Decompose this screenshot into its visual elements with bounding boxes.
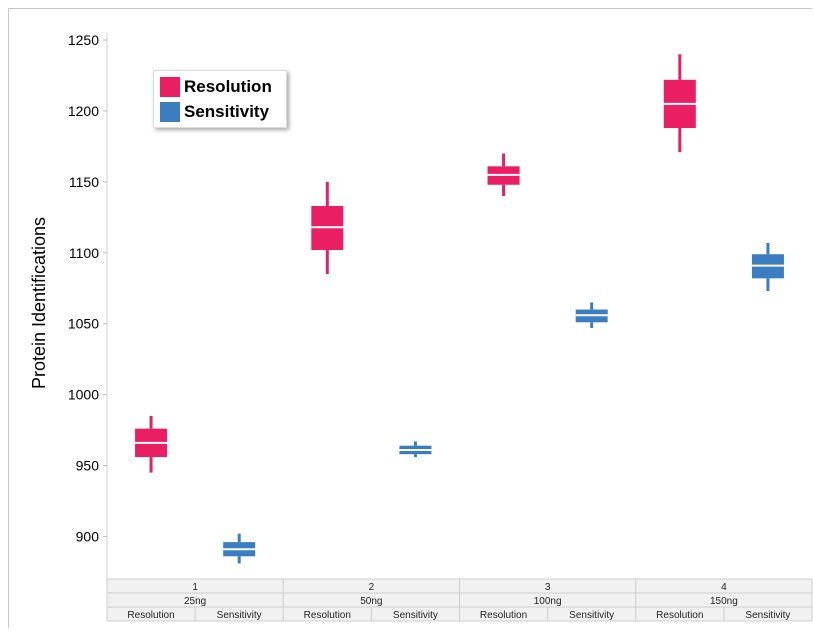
y-tick-label: 1000 bbox=[68, 387, 99, 403]
box-resolution-1 bbox=[135, 415, 168, 473]
x-group-index: 3 bbox=[545, 582, 551, 593]
plot-marks bbox=[135, 54, 784, 564]
legend-label-sensitivity: Sensitivity bbox=[184, 102, 270, 121]
box-sensitivity-2 bbox=[399, 441, 432, 458]
x-series-label: Sensitivity bbox=[217, 610, 262, 621]
y-tick-label: 1150 bbox=[69, 174, 99, 190]
y-tick-label: 1200 bbox=[68, 103, 99, 119]
x-group-index: 4 bbox=[721, 582, 727, 593]
x-series-label: Sensitivity bbox=[569, 610, 614, 621]
x-series-label: Resolution bbox=[304, 610, 351, 621]
box-resolution-3 bbox=[487, 153, 520, 197]
y-tick-label: 950 bbox=[76, 458, 100, 474]
box-sensitivity-3 bbox=[575, 302, 608, 328]
box-resolution-2 bbox=[311, 181, 344, 275]
y-tick-label: 1050 bbox=[68, 316, 99, 332]
x-group-index: 2 bbox=[369, 582, 375, 593]
x-group-amount: 50ng bbox=[360, 596, 382, 607]
chart-frame bbox=[8, 8, 812, 628]
y-axis: 900 950 1000 1050 1100 1150 1200 1250 bbox=[68, 32, 108, 579]
legend-swatch-sensitivity bbox=[160, 102, 180, 122]
legend-label-resolution: Resolution bbox=[184, 77, 272, 96]
x-group-amount: 100ng bbox=[534, 596, 562, 607]
legend-item-resolution: Resolution bbox=[160, 75, 272, 99]
legend-item-sensitivity: Sensitivity bbox=[160, 100, 269, 124]
y-tick-label: 900 bbox=[76, 528, 100, 544]
x-group-amount: 25ng bbox=[184, 596, 206, 607]
x-series-label: Sensitivity bbox=[745, 610, 790, 621]
y-tick-label: 1250 bbox=[68, 32, 99, 48]
y-tick-label: 1100 bbox=[69, 245, 99, 261]
x-group-amount: 150ng bbox=[710, 596, 738, 607]
legend-swatch-resolution bbox=[160, 77, 180, 97]
y-axis-label: Protein Identifications bbox=[29, 217, 49, 389]
x-series-label: Resolution bbox=[127, 610, 174, 621]
x-series-label: Resolution bbox=[656, 610, 703, 621]
box-resolution-4 bbox=[663, 54, 696, 153]
box-sensitivity-1 bbox=[223, 533, 256, 564]
box-sensitivity-4 bbox=[751, 242, 784, 292]
x-series-label: Sensitivity bbox=[393, 610, 438, 621]
x-axis-header: 1 25ng Resolution Sensitivity 2 50ng Resolutio… bbox=[106, 578, 813, 622]
legend: Resolution Sensitivity bbox=[153, 70, 287, 128]
x-group-index: 1 bbox=[192, 582, 198, 593]
x-series-label: Resolution bbox=[480, 610, 527, 621]
